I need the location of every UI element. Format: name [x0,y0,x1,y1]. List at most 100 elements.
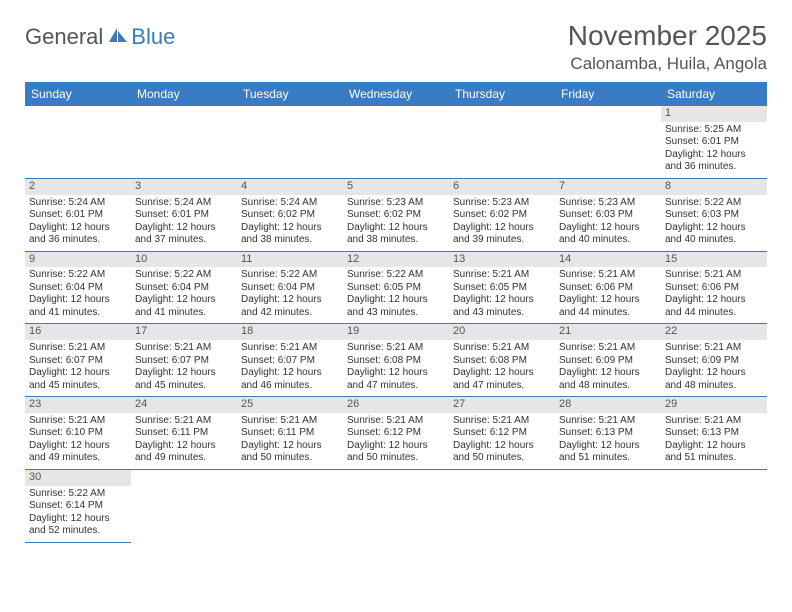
daylight-line: Daylight: 12 hours and 37 minutes. [135,222,233,247]
sunrise-line: Sunrise: 5:21 AM [29,342,127,355]
sunrise-line: Sunrise: 5:21 AM [453,269,551,282]
calendar-cell: 25 Sunrise: 5:21 AMSunset: 6:11 PMDayligh… [237,397,343,470]
sunset-line: Sunset: 6:11 PM [135,427,233,440]
title-block: November 2025 Calonamba, Huila, Angola [568,20,767,74]
calendar-cell: 6Sunrise: 5:23 AMSunset: 6:02 PMDaylight… [449,179,555,252]
calendar-cell: 7 Sunrise: 5:23 AMSunset: 6:03 PMDaylight… [555,179,661,252]
weekday-header: Thursday [449,82,555,106]
sunset-line: Sunset: 6:07 PM [241,355,339,368]
sunrise-line: Sunrise: 5:23 AM [559,197,657,210]
sunrise-line: Sunrise: 5:22 AM [135,269,233,282]
sunset-line: Sunset: 6:04 PM [241,282,339,295]
sunrise-line: Sunrise: 5:21 AM [559,415,657,428]
daylight-line: Daylight: 12 hours and 41 minutes. [29,294,127,319]
calendar-cell: 10Sunrise: 5:22 AMSunset: 6:04 PMDayligh… [131,252,237,325]
sunrise-line: Sunrise: 5:21 AM [453,342,551,355]
sunset-line: Sunset: 6:04 PM [29,282,127,295]
sunset-line: Sunset: 6:03 PM [665,209,763,222]
calendar-cell: 17Sunrise: 5:21 AMSunset: 6:07 PMDayligh… [131,324,237,397]
day-number: 18 [237,324,343,340]
daylight-line: Daylight: 12 hours and 50 minutes. [347,440,445,465]
sunset-line: Sunset: 6:01 PM [29,209,127,222]
logo: General Blue [25,24,175,50]
day-number: 21 [555,324,661,340]
sunset-line: Sunset: 6:12 PM [453,427,551,440]
daylight-line: Daylight: 12 hours and 45 minutes. [29,367,127,392]
sunset-line: Sunset: 6:02 PM [347,209,445,222]
day-number: 25 [237,397,343,413]
daylight-line: Daylight: 12 hours and 47 minutes. [453,367,551,392]
calendar-cell: 18Sunrise: 5:21 AMSunset: 6:07 PMDayligh… [237,324,343,397]
daylight-line: Daylight: 12 hours and 47 minutes. [347,367,445,392]
sunrise-line: Sunrise: 5:25 AM [665,124,763,137]
calendar-cell [449,470,555,543]
day-number: 16 [25,324,131,340]
sunset-line: Sunset: 6:11 PM [241,427,339,440]
day-number: 29 [661,397,767,413]
sunset-line: Sunset: 6:06 PM [665,282,763,295]
calendar-cell [449,106,555,179]
location-text: Calonamba, Huila, Angola [568,54,767,74]
calendar-cell [343,106,449,179]
day-number: 12 [343,252,449,268]
sunset-line: Sunset: 6:09 PM [665,355,763,368]
sunset-line: Sunset: 6:09 PM [559,355,657,368]
daylight-line: Daylight: 12 hours and 46 minutes. [241,367,339,392]
sunrise-line: Sunrise: 5:22 AM [29,488,127,501]
weekday-header: Friday [555,82,661,106]
logo-text-blue: Blue [131,24,175,50]
sunrise-line: Sunrise: 5:22 AM [241,269,339,282]
day-number: 1 [661,106,767,122]
daylight-line: Daylight: 12 hours and 40 minutes. [559,222,657,247]
daylight-line: Daylight: 12 hours and 36 minutes. [665,149,763,174]
calendar-cell: 5Sunrise: 5:23 AMSunset: 6:02 PMDaylight… [343,179,449,252]
calendar-cell: 20Sunrise: 5:21 AMSunset: 6:08 PMDayligh… [449,324,555,397]
sunrise-line: Sunrise: 5:21 AM [453,415,551,428]
weekday-header: Tuesday [237,82,343,106]
sunrise-line: Sunrise: 5:24 AM [29,197,127,210]
day-number: 2 [25,179,131,195]
sunrise-line: Sunrise: 5:21 AM [347,342,445,355]
sunset-line: Sunset: 6:07 PM [29,355,127,368]
daylight-line: Daylight: 12 hours and 44 minutes. [559,294,657,319]
calendar-cell [131,470,237,543]
day-number: 14 [555,252,661,268]
sunset-line: Sunset: 6:04 PM [135,282,233,295]
calendar-cell: 4Sunrise: 5:24 AMSunset: 6:02 PMDaylight… [237,179,343,252]
day-number: 7 [555,179,661,195]
calendar-cell: 15Sunrise: 5:21 AMSunset: 6:06 PMDayligh… [661,252,767,325]
sunrise-line: Sunrise: 5:24 AM [135,197,233,210]
sunrise-line: Sunrise: 5:23 AM [347,197,445,210]
sunset-line: Sunset: 6:08 PM [453,355,551,368]
calendar-cell: 28Sunrise: 5:21 AMSunset: 6:13 PMDayligh… [555,397,661,470]
daylight-line: Daylight: 12 hours and 50 minutes. [241,440,339,465]
sunset-line: Sunset: 6:06 PM [559,282,657,295]
weekday-header: Sunday [25,82,131,106]
sunset-line: Sunset: 6:03 PM [559,209,657,222]
sunset-line: Sunset: 6:13 PM [559,427,657,440]
sunrise-line: Sunrise: 5:23 AM [453,197,551,210]
sunset-line: Sunset: 6:01 PM [135,209,233,222]
calendar-cell: 3Sunrise: 5:24 AMSunset: 6:01 PMDaylight… [131,179,237,252]
calendar-cell [555,470,661,543]
daylight-line: Daylight: 12 hours and 48 minutes. [559,367,657,392]
daylight-line: Daylight: 12 hours and 43 minutes. [453,294,551,319]
day-number: 6 [449,179,555,195]
calendar-cell: 14Sunrise: 5:21 AMSunset: 6:06 PMDayligh… [555,252,661,325]
sunset-line: Sunset: 6:07 PM [135,355,233,368]
sunrise-line: Sunrise: 5:21 AM [135,342,233,355]
calendar-cell: 2 Sunrise: 5:24 AMSunset: 6:01 PMDaylight… [25,179,131,252]
daylight-line: Daylight: 12 hours and 51 minutes. [559,440,657,465]
calendar-cell: 9Sunrise: 5:22 AMSunset: 6:04 PMDaylight… [25,252,131,325]
sunset-line: Sunset: 6:05 PM [347,282,445,295]
sunset-line: Sunset: 6:05 PM [453,282,551,295]
calendar-cell: 16 Sunrise: 5:21 AMSunset: 6:07 PMDayligh… [25,324,131,397]
calendar-cell [343,470,449,543]
sunrise-line: Sunrise: 5:21 AM [241,415,339,428]
daylight-line: Daylight: 12 hours and 36 minutes. [29,222,127,247]
day-number: 23 [25,397,131,413]
daylight-line: Daylight: 12 hours and 44 minutes. [665,294,763,319]
day-number: 15 [661,252,767,268]
sunset-line: Sunset: 6:01 PM [665,136,763,149]
header: General Blue November 2025 Calonamba, Hu… [25,20,767,74]
